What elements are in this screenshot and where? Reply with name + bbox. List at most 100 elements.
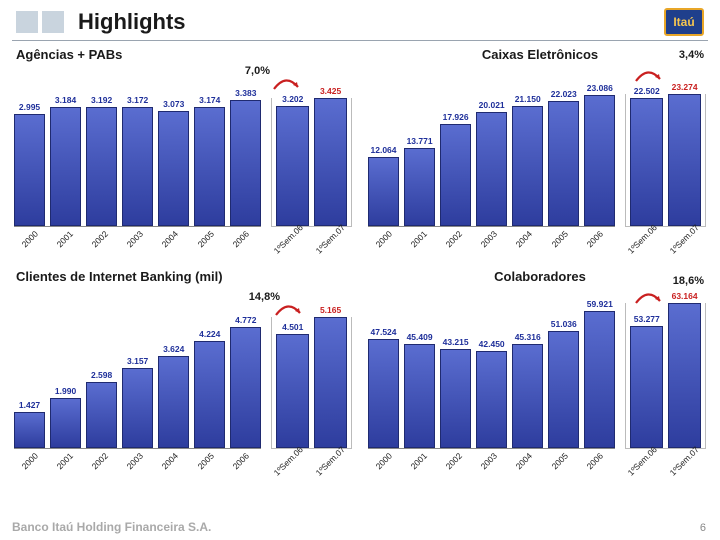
bar-value-label: 2.598 <box>91 370 112 380</box>
panel-title: Agências + PABs <box>10 47 356 62</box>
chart-panel-colab: Colaboradores18,6% 47.52445.40943.21542.… <box>364 269 710 487</box>
bar: 21.150 <box>512 106 543 226</box>
bar: 3.073 <box>158 111 189 226</box>
bar-value-label: 4.772 <box>235 315 256 325</box>
x-group-years: 2000200120022003200420052006 <box>368 227 609 265</box>
bar-chart: 1.4271.9902.5983.1573.6244.2244.7724.501… <box>10 307 356 487</box>
bar-group-semesters: 22.50223.274 <box>625 94 706 227</box>
bar-value-label: 13.771 <box>407 136 433 146</box>
bar: 20.021 <box>476 112 507 226</box>
bar-value-label: 3.425 <box>320 86 341 96</box>
bar-value-label: 23.086 <box>587 83 613 93</box>
bar: 4.224 <box>194 341 225 448</box>
panel-title: Colaboradores <box>364 269 710 284</box>
growth-label: 18,6% <box>673 275 704 287</box>
bar: 43.215 <box>440 349 471 448</box>
bar: 3.383 <box>230 100 261 226</box>
growth-label: 3,4% <box>679 49 704 61</box>
bar: 3.425 <box>314 98 347 226</box>
slide-header: Highlights Itaú <box>0 0 720 40</box>
x-group-semesters: 1ºSem.061ºSem.07 <box>619 227 706 265</box>
bar: 22.023 <box>548 101 579 226</box>
page-number: 6 <box>700 522 706 534</box>
bar-value-label: 63.164 <box>672 291 698 301</box>
bar-value-label: 3.192 <box>91 95 112 105</box>
bar: 45.409 <box>404 344 435 448</box>
bar-value-label: 42.450 <box>479 339 505 349</box>
bar-value-label: 23.274 <box>672 82 698 92</box>
bar: 3.174 <box>194 107 225 226</box>
bar-chart: 2.9953.1843.1923.1723.0733.1743.3833.202… <box>10 85 356 265</box>
bar-value-label: 45.316 <box>515 332 541 342</box>
bar: 3.172 <box>122 107 153 226</box>
bar-chart: 47.52445.40943.21542.45045.31651.03659.9… <box>364 307 710 487</box>
bar: 1.990 <box>50 398 81 448</box>
footer-company: Banco Itaú Holding Financeira S.A. <box>12 520 211 534</box>
bar: 17.926 <box>440 124 471 226</box>
bars-area: 47.52445.40943.21542.45045.31651.03659.9… <box>368 307 706 449</box>
bar: 22.502 <box>630 98 663 226</box>
bar: 42.450 <box>476 351 507 448</box>
x-category: 1ºSem.07 <box>313 444 366 497</box>
bar: 5.165 <box>314 317 347 448</box>
bar: 4.772 <box>230 327 261 448</box>
bar-value-label: 12.064 <box>371 145 397 155</box>
bar-group-years: 47.52445.40943.21542.45045.31651.03659.9… <box>368 311 615 449</box>
bar-group-semesters: 4.5015.165 <box>271 317 352 449</box>
bar-group-semesters: 3.2023.425 <box>271 98 352 227</box>
header-indicator-box-2 <box>42 11 64 33</box>
growth-label: 14,8% <box>249 291 280 303</box>
x-axis: 20002001200220032004200520061ºSem.061ºSe… <box>368 449 706 487</box>
brand-logo: Itaú <box>664 8 704 36</box>
bar: 45.316 <box>512 344 543 448</box>
growth-arrow-icon <box>634 69 662 83</box>
bar-value-label: 20.021 <box>479 100 505 110</box>
bar-value-label: 3.383 <box>235 88 256 98</box>
x-axis: 20002001200220032004200520061ºSem.061ºSe… <box>14 227 352 265</box>
bar-value-label: 17.926 <box>443 112 469 122</box>
bars-area: 1.4271.9902.5983.1573.6244.2244.7724.501… <box>14 307 352 449</box>
bar-value-label: 3.624 <box>163 344 184 354</box>
chart-panel-caixas: Caixas Eletrônicos3,4% 12.06413.77117.92… <box>364 47 710 265</box>
x-group-semesters: 1ºSem.061ºSem.07 <box>265 449 352 487</box>
bar: 23.274 <box>668 94 701 226</box>
bar: 3.157 <box>122 368 153 448</box>
bar-value-label: 3.184 <box>55 95 76 105</box>
bar-value-label: 3.202 <box>282 94 303 104</box>
bar-group-years: 2.9953.1843.1923.1723.0733.1743.383 <box>14 100 261 227</box>
bar-value-label: 4.224 <box>199 329 220 339</box>
brand-logo-text: Itaú <box>673 15 694 29</box>
slide-title: Highlights <box>78 9 186 35</box>
bar: 51.036 <box>548 331 579 448</box>
bar-value-label: 3.157 <box>127 356 148 366</box>
x-category: 1ºSem.07 <box>667 444 720 497</box>
bar: 3.202 <box>276 106 309 226</box>
bar-value-label: 1.427 <box>19 400 40 410</box>
bars-area: 2.9953.1843.1923.1723.0733.1743.3833.202… <box>14 85 352 227</box>
x-group-years: 2000200120022003200420052006 <box>14 227 255 265</box>
bar: 12.064 <box>368 157 399 226</box>
bar-value-label: 21.150 <box>515 94 541 104</box>
bar: 4.501 <box>276 334 309 448</box>
bar-group-years: 1.4271.9902.5983.1573.6244.2244.772 <box>14 327 261 449</box>
bar: 59.921 <box>584 311 615 448</box>
bar-value-label: 3.172 <box>127 95 148 105</box>
bar-value-label: 3.073 <box>163 99 184 109</box>
bar: 3.192 <box>86 107 117 226</box>
x-group-semesters: 1ºSem.061ºSem.07 <box>619 449 706 487</box>
panel-title: Clientes de Internet Banking (mil) <box>10 269 356 284</box>
bar: 63.164 <box>668 303 701 448</box>
bar: 53.277 <box>630 326 663 448</box>
bar: 13.771 <box>404 148 435 226</box>
bar-value-label: 53.277 <box>634 314 660 324</box>
chart-grid: Agências + PABs7,0% 2.9953.1843.1923.172… <box>0 45 720 489</box>
chart-panel-agencias: Agências + PABs7,0% 2.9953.1843.1923.172… <box>10 47 356 265</box>
bar-value-label: 22.023 <box>551 89 577 99</box>
header-divider <box>12 40 708 41</box>
bar: 47.524 <box>368 339 399 448</box>
bar-group-years: 12.06413.77117.92620.02121.15022.02323.0… <box>368 95 615 227</box>
bar-value-label: 1.990 <box>55 386 76 396</box>
bar-value-label: 22.502 <box>634 86 660 96</box>
x-category: 1ºSem.07 <box>667 222 720 275</box>
bar-value-label: 2.995 <box>19 102 40 112</box>
